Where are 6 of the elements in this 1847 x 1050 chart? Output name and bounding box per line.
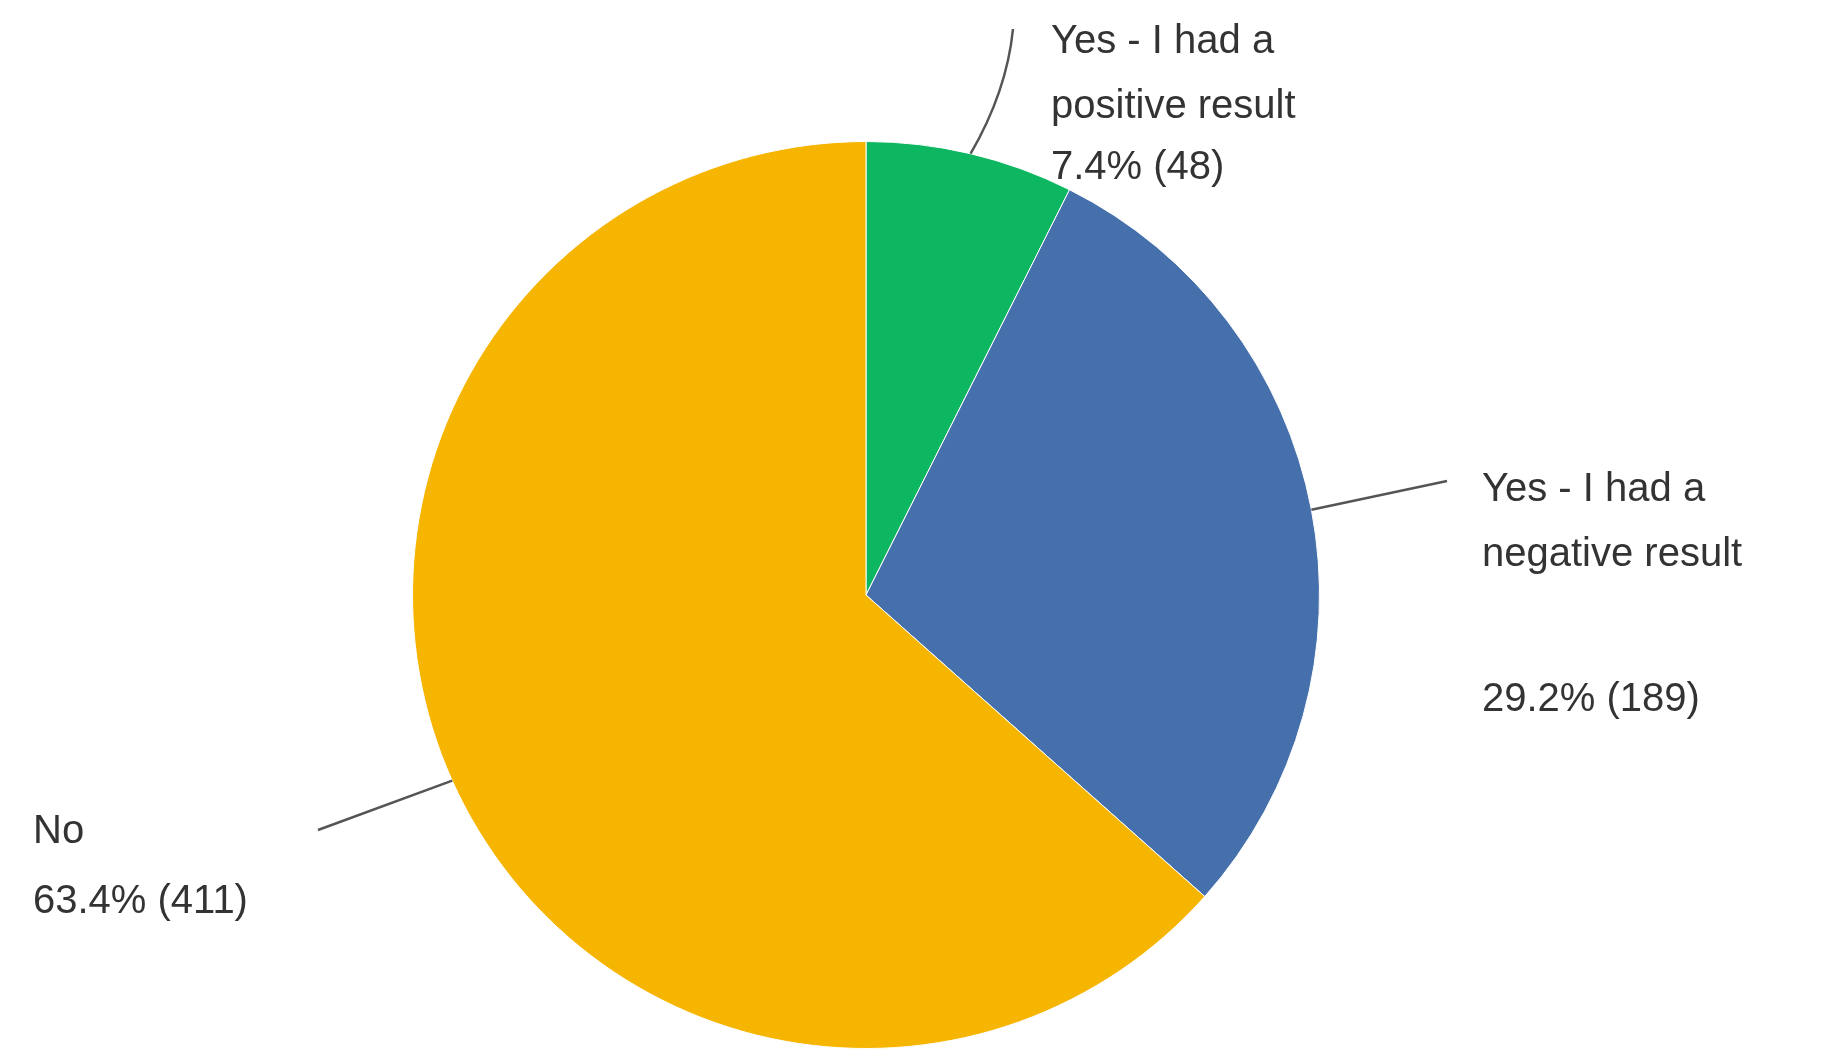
data-label: 63.4% (411): [33, 877, 248, 922]
slice-label: No: [33, 807, 85, 852]
data-label: 7.4% (48): [1051, 143, 1225, 188]
data-label: 29.2% (189): [1482, 675, 1700, 720]
slice-label: Yes - I had a negative result: [1482, 465, 1743, 575]
slice-label: Yes - I had a positive result: [1051, 17, 1296, 127]
